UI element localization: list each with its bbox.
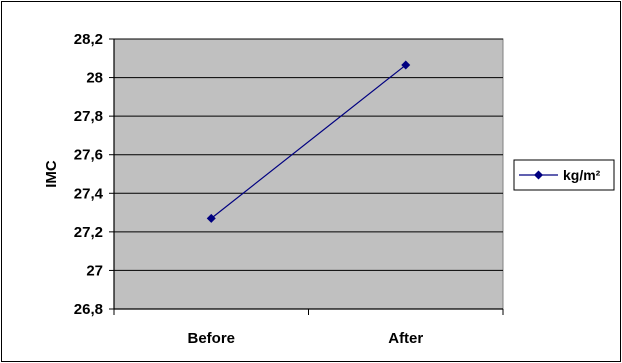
y-axis-title: IMC bbox=[43, 160, 60, 188]
legend: kg/m² bbox=[513, 159, 615, 191]
legend-marker bbox=[534, 170, 543, 180]
y-tick-label: 28,2 bbox=[74, 31, 103, 48]
y-tick-label: 27,8 bbox=[74, 108, 103, 125]
data-point bbox=[206, 213, 216, 223]
y-tick-label: 28 bbox=[86, 70, 103, 87]
grid-lines bbox=[109, 38, 503, 310]
y-tick-label: 27,2 bbox=[74, 224, 103, 241]
x-tick-labels: Before After bbox=[187, 330, 423, 347]
series-layer bbox=[206, 60, 411, 223]
x-tick-label: Before bbox=[187, 330, 235, 347]
axes bbox=[113, 39, 504, 315]
y-tick-label: 27,4 bbox=[74, 185, 104, 202]
y-tick-labels: 26,8 27 27,2 27,4 27,6 27,8 28 28,2 bbox=[74, 31, 104, 318]
data-point bbox=[401, 60, 411, 70]
x-tick-label: After bbox=[388, 330, 423, 347]
y-tick-label: 27,6 bbox=[74, 147, 103, 164]
plot-area bbox=[113, 38, 504, 310]
legend-label: kg/m² bbox=[563, 167, 601, 183]
y-tick-label: 26,8 bbox=[74, 301, 103, 318]
y-tick-label: 27 bbox=[86, 262, 103, 279]
series-line bbox=[210, 64, 407, 219]
